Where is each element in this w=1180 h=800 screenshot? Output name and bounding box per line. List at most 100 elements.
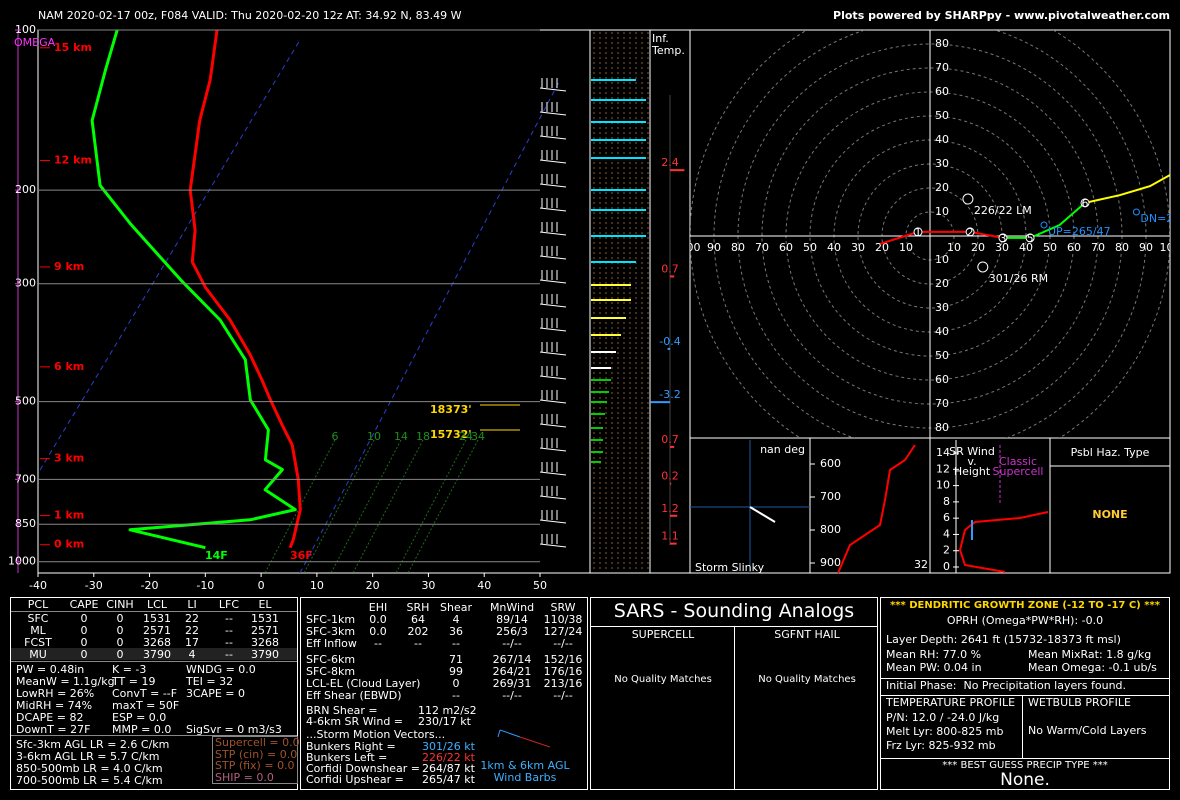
dgz-line: Frz Lyr: 825-932 mb [886,739,996,752]
mixing-ratio-label: 34 [471,430,485,443]
storm-motion-label: 226/22 LM [974,204,1032,217]
km-marker-label: 5 [1027,232,1034,245]
parcel-cell: 1531 [143,612,171,625]
kin-header: Shear [440,601,472,614]
y-tick-label: 200 [15,183,36,196]
lapse-rate: 3-6km AGL LR = 5.7 C/km [16,750,160,763]
dgz-line: Mean PW: 0.04 in [886,661,982,674]
hodo-trace [879,230,1004,245]
x-tick-label: 0 [258,579,265,592]
parcel-cell: -- [225,624,233,637]
dgz-title: *** DENDRITIC GROWTH ZONE (-12 TO -17 C)… [890,600,1160,611]
hodo-ring-label: 80 [731,241,745,254]
x-tick-label: 20 [366,579,380,592]
hodo-ring-label: 30 [995,241,1009,254]
parcel-cell: 3790 [143,648,171,661]
motion-vector [1040,221,1048,229]
kin-row-label: LCL-EL (Cloud Layer) [306,677,421,690]
index: ConvT = --F [112,687,178,700]
isotherm [299,79,561,573]
wind-barb [539,159,567,164]
kin-cell: 0.0 [369,625,387,638]
inf-temp-label: 1.1 [661,530,679,543]
barb [497,729,501,738]
header-credit: Plots powered by SHARPpy - www.pivotalwe… [833,9,1170,22]
kin-header: SRW [550,601,576,614]
theta-tick-label: 700 [820,490,841,503]
hodo-ring-label: 30 [851,241,865,254]
motion-vector-label: DN=26 [1140,212,1180,225]
parcel-cell: 2571 [143,624,171,637]
wind-barb [539,543,567,548]
parcel-cell: 0 [116,648,124,661]
storm-motion [962,193,974,205]
sr-tick-label: 2 [943,544,950,557]
parcel-cell: 0 [80,612,88,625]
sr-title: SR Wind [949,445,995,458]
height-label: 3 km [54,452,84,465]
parcel-cell: 0 [116,636,124,649]
parcel-cell: FCST [24,636,52,649]
km-marker [998,233,1008,243]
wind-barb [539,231,567,236]
hodo-ring-label: 90 [707,241,721,254]
parcel-cell: -- [225,648,233,661]
parcel-cell: 0 [116,624,124,637]
kin-row-label: SFC-1km [306,613,356,626]
parcel-cell: 3790 [251,648,279,661]
dgz-line: Mean MixRat: 1.8 g/kg [1028,648,1152,661]
mixing-ratio-label: 10 [367,430,381,443]
hodo-ring-label: 70 [1091,241,1105,254]
mixing-ratio-line [407,439,479,573]
sr-tick-label: 4 [943,527,950,540]
theta-tick-label: 600 [820,457,841,470]
height-label: 9 km [54,260,84,273]
kin-cell: 269/31 [492,677,532,690]
hodo-ring-label: 50 [935,109,949,122]
sfc-dewpoint-label: 14F [205,549,228,562]
index: TT = 19 [112,675,156,688]
hodo-ring-label: 40 [935,133,949,146]
theta-tick-label: 900 [820,556,841,569]
sr-reference: Classic [999,455,1037,468]
sr-tick-label: 12 [936,462,950,475]
kin-cell: 176/16 [543,665,583,678]
kin-param-value: 230/17 kt [418,715,471,728]
motion-title: ...Storm Motion Vectors... [306,728,446,741]
divider [11,661,297,662]
motion-value: 301/26 kt [422,740,475,753]
dgz-line: Mean RH: 77.0 % [886,648,982,661]
x-tick-label: -20 [141,579,159,592]
hodo-ring-label: 60 [1067,241,1081,254]
parcel-cell: 0 [80,624,88,637]
sr-title: Height [954,465,991,478]
hodo-ring-label: 50 [935,349,949,362]
parcel-cell: 3268 [143,636,171,649]
hodo-ring-label: 70 [935,61,949,74]
motion-vector-label: UP=265/47 [1048,225,1111,238]
sars-header: SGFNT HAIL [774,628,840,641]
kin-row-label: Eff Shear (EBWD) [306,689,402,702]
motion-label: Bunkers Left = [306,751,388,764]
theta-tick-label: 800 [820,523,841,536]
dgz-top-label: 18373' [430,403,472,416]
hodo-ring-label: 40 [1019,241,1033,254]
hodo-ring-label: 30 [935,157,949,170]
sfc-temp-label: 36F [290,549,313,562]
parcel-cell: -- [225,636,233,649]
kin-cell: -- [414,637,422,650]
index: 3CAPE = 0 [186,687,245,700]
km-marker [965,227,975,237]
hodo-ring-label: 70 [755,241,769,254]
parcel-cell: 1531 [251,612,279,625]
km-marker-label: 6 [1082,197,1089,210]
x-tick-label: -10 [196,579,214,592]
parcel-cell: MU [29,648,47,661]
hazard-value: NONE [1092,508,1127,521]
wind-barb [539,87,567,92]
temperature-profile [188,30,302,549]
kin-row-label: SFC-6km [306,653,356,666]
parcel-header: CAPE [69,598,99,611]
parcel-cell: 22 [185,612,199,625]
